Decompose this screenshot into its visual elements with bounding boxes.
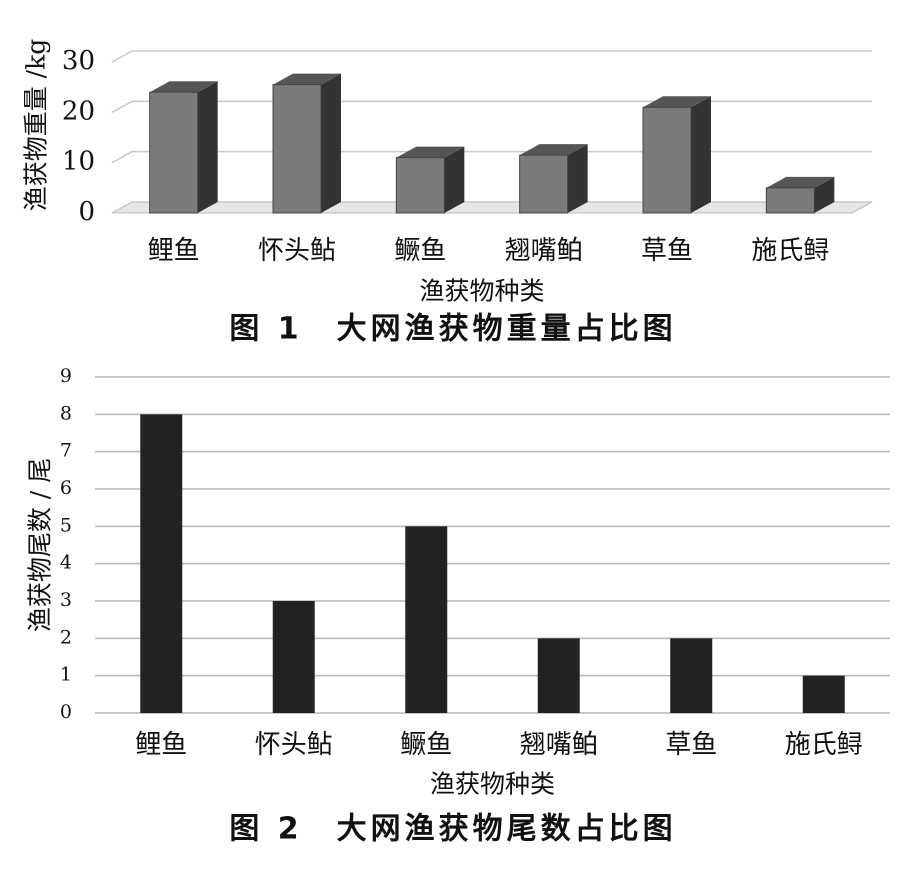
y-tick-label: 0 <box>60 701 72 723</box>
bar-top <box>149 81 218 93</box>
y-tick-label: 8 <box>60 402 72 424</box>
y-tick-label: 10 <box>62 147 95 177</box>
bar <box>272 601 315 713</box>
x-axis-label: 渔获物种类 <box>430 770 555 799</box>
y-tick-label: 4 <box>60 552 72 574</box>
bar-top <box>766 176 835 188</box>
bar <box>537 638 580 713</box>
x-tick-label: 鲤鱼 <box>135 730 187 760</box>
x-tick-label: 施氏鲟 <box>785 730 863 760</box>
bar-side <box>814 176 835 213</box>
y-axis-label: 渔获物重量 /kg <box>22 39 51 212</box>
x-tick-label: 鳜鱼 <box>394 236 446 266</box>
bar-top <box>396 146 465 158</box>
x-tick-label: 翘嘴鲌 <box>505 236 583 266</box>
bar-side <box>321 73 341 214</box>
y-tick-label: 5 <box>60 514 72 536</box>
bar <box>140 414 183 713</box>
bar <box>642 106 692 214</box>
bar <box>149 91 199 214</box>
y-tick-label: 1 <box>60 664 72 686</box>
y-tick-label: 2 <box>60 626 72 648</box>
bar <box>519 154 569 214</box>
bar <box>802 675 845 713</box>
bar-side <box>197 81 218 213</box>
bar-top <box>519 144 588 156</box>
bar-side <box>691 96 711 213</box>
bar-side <box>444 146 465 213</box>
bar-side <box>567 144 588 213</box>
chart-title: 图 1 大网渔获物重量占比图 <box>229 312 676 347</box>
floor <box>111 201 873 214</box>
y-tick-label: 6 <box>60 477 72 499</box>
x-tick-label: 怀头鲇 <box>258 236 336 266</box>
y-tick-label: 9 <box>60 365 72 387</box>
grid-line <box>111 100 872 113</box>
y-tick-label: 0 <box>78 197 95 227</box>
bar <box>405 526 448 713</box>
y-tick-label: 30 <box>62 46 95 76</box>
x-tick-label: 怀头鲇 <box>255 730 333 760</box>
x-tick-label: 鲤鱼 <box>148 236 200 266</box>
bar <box>670 638 713 713</box>
x-tick-label: 鳜鱼 <box>400 730 452 760</box>
grid-line <box>111 150 872 164</box>
x-tick-label: 草鱼 <box>665 730 717 760</box>
y-axis-label: 渔获物尾数 / 尾 <box>26 458 55 632</box>
y-tick-label: 7 <box>60 440 72 462</box>
bar <box>272 84 322 214</box>
x-tick-label: 草鱼 <box>641 236 693 266</box>
x-axis-label: 渔获物种类 <box>419 277 544 306</box>
bar-top <box>273 73 341 85</box>
x-tick-label: 施氏鲟 <box>751 236 829 266</box>
bar-top <box>643 96 711 108</box>
y-tick-label: 20 <box>62 96 95 126</box>
bar <box>395 157 445 214</box>
grid-line <box>111 50 872 63</box>
x-tick-label: 翘嘴鲌 <box>520 730 598 760</box>
bar <box>765 187 815 214</box>
chart-title: 图 2 大网渔获物尾数占比图 <box>229 812 676 847</box>
grid-line <box>111 201 872 214</box>
y-tick-label: 3 <box>60 589 72 611</box>
